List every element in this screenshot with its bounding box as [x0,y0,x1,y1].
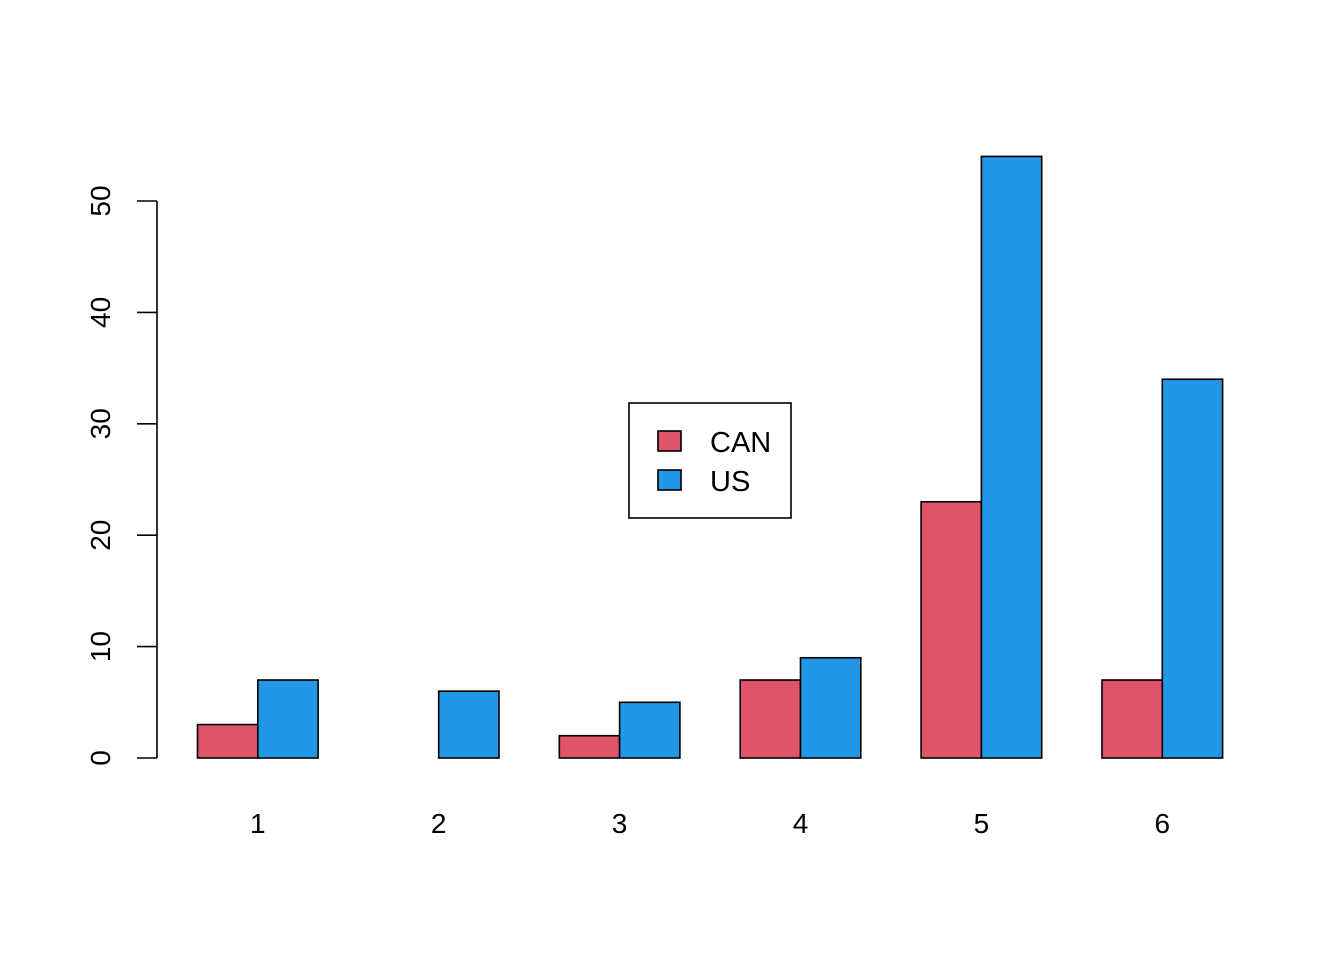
legend-swatch-us [657,469,682,491]
bar-us-2 [437,690,500,759]
legend-label-us: US [710,466,750,498]
x-tick-label: 2 [431,808,447,839]
y-tick-label: 0 [85,750,116,766]
y-tick-label: 40 [85,297,116,328]
legend-box [628,402,792,519]
legend: CAN US [628,402,792,519]
bar-us-5 [980,155,1043,759]
x-tick-label: 5 [974,808,990,839]
y-axis: 0 10 20 30 40 50 [85,185,158,766]
bar-us-6 [1161,378,1224,759]
bars-group [196,155,1224,759]
bar-can-1 [196,723,259,759]
x-axis-labels: 1 2 3 4 5 6 [250,808,1170,839]
y-tick-label: 10 [85,631,116,662]
bar-can-6 [1101,679,1164,759]
y-tick-label: 30 [85,408,116,439]
bar-can-3 [558,734,621,759]
legend-label-can: CAN [710,427,771,459]
x-tick-label: 1 [250,808,266,839]
bar-us-4 [799,656,862,759]
x-tick-label: 6 [1155,808,1171,839]
x-tick-label: 4 [793,808,809,839]
bar-can-4 [739,679,802,759]
bar-us-3 [618,701,681,759]
bar-us-1 [256,679,319,759]
y-tick-label: 50 [85,185,116,216]
bar-can-5 [920,500,983,759]
y-tick-label: 20 [85,520,116,551]
legend-swatch-can [657,430,682,452]
x-tick-label: 3 [612,808,628,839]
